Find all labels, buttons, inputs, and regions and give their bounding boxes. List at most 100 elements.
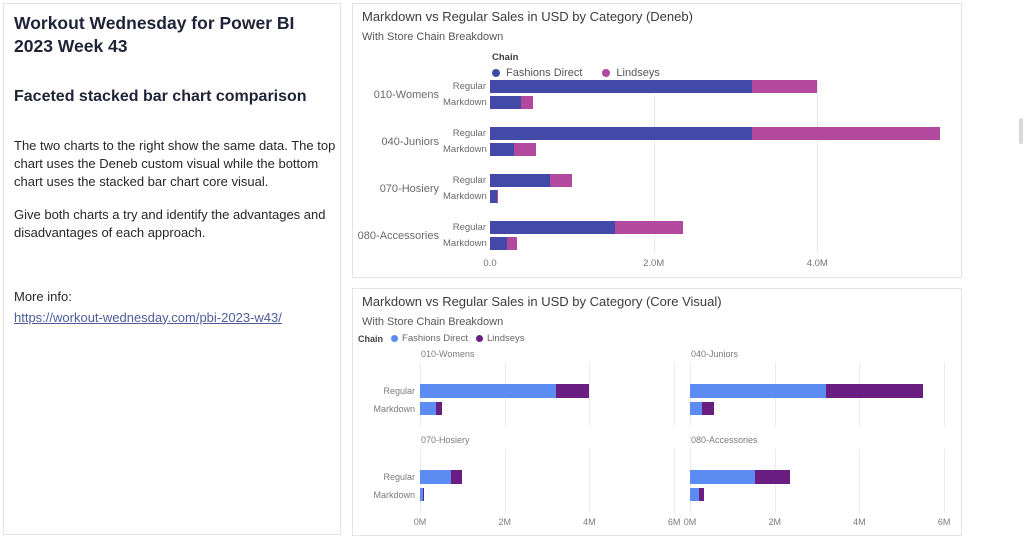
bar-segment[interactable] — [490, 127, 752, 140]
bar-type-label: Regular — [452, 128, 486, 139]
bar-segment[interactable] — [490, 237, 508, 250]
plot-area: 010-Womens Regular Markdown 040-Juniors Regu… — [353, 80, 958, 273]
category-label: 010-Womens — [373, 88, 439, 101]
axis-tick-label: 2.0M — [643, 258, 665, 269]
bar-segment[interactable] — [751, 80, 818, 93]
bar-segment[interactable] — [450, 470, 463, 484]
bar-row: Regular — [443, 174, 958, 187]
category-label: 040-Juniors — [381, 135, 439, 148]
bar-segment[interactable] — [490, 190, 497, 203]
legend-item[interactable]: Lindseys — [476, 333, 525, 344]
bar-segment[interactable] — [490, 96, 522, 109]
bar-segment[interactable] — [490, 80, 752, 93]
facet: 070-Hosiery — [420, 435, 686, 515]
bar-type-label: Regular — [452, 222, 486, 233]
legend-label: Lindseys — [616, 67, 660, 79]
axis-tick-label: 0.0 — [483, 258, 497, 269]
bar-segment[interactable] — [549, 174, 572, 187]
bar-segment[interactable] — [420, 384, 556, 398]
facet-title: 010-Womens — [421, 349, 475, 359]
bar-segment[interactable] — [698, 488, 704, 501]
bar-segment[interactable] — [751, 127, 940, 140]
bar-segment[interactable] — [490, 221, 616, 234]
bar-row — [690, 402, 714, 415]
x-axis: 0.0 2.0M 4.0M — [483, 258, 958, 272]
bar-segment[interactable] — [690, 402, 703, 415]
category-group: 010-Womens Regular Markdown — [353, 80, 958, 109]
bar-track — [490, 221, 958, 234]
bar-type-label: Regular — [452, 81, 486, 92]
bar-track — [490, 127, 958, 140]
x-axis: 0M 2M 4M 6M — [684, 517, 956, 529]
facet: 080-Accessories — [690, 435, 956, 515]
category-label: 070-Hosiery — [379, 182, 439, 195]
bar-type-label: Regular — [452, 175, 486, 186]
bar-segment[interactable] — [521, 96, 534, 109]
text-panel: Workout Wednesday for Power BI 2023 Week… — [3, 3, 341, 535]
bar-track — [490, 190, 958, 203]
axis-tick-label: 4M — [583, 517, 596, 527]
bar-segment[interactable] — [615, 221, 684, 234]
bar-row — [420, 384, 590, 398]
category-bar-rows: Regular Markdown — [443, 221, 958, 250]
bar-row: Markdown — [443, 237, 958, 250]
axis-tick-label: 4M — [853, 517, 866, 527]
bar-row — [690, 470, 790, 484]
axis-tick-label: 2M — [768, 517, 781, 527]
axis-tick-label: 2M — [498, 517, 511, 527]
bar-type-label: Regular — [383, 386, 415, 396]
bar-segment[interactable] — [690, 488, 699, 501]
legend-title: Chain — [358, 333, 384, 344]
bar-row: Markdown — [443, 190, 958, 203]
bar-segment[interactable] — [690, 470, 755, 484]
bar-segment[interactable] — [490, 174, 550, 187]
category-group: 040-Juniors Regular Markdown — [353, 127, 958, 156]
bar-segment[interactable] — [690, 384, 826, 398]
bar-type-label: Markdown — [373, 490, 415, 500]
bar-row — [690, 488, 704, 501]
core-visual-container: Markdown vs Regular Sales in USD by Cate… — [352, 288, 962, 536]
category-bar-rows: Regular Markdown — [443, 80, 958, 109]
gridline — [944, 363, 946, 427]
bar-track — [490, 80, 958, 93]
gridline — [589, 363, 591, 427]
legend-label: Fashions Direct — [506, 67, 583, 79]
bar-segment[interactable] — [496, 190, 498, 203]
bar-segment[interactable] — [420, 470, 451, 484]
bar-segment[interactable] — [825, 384, 923, 398]
category-label: 080-Accessories — [357, 229, 439, 242]
bar-segment[interactable] — [513, 143, 536, 156]
bar-segment[interactable] — [702, 402, 714, 415]
more-info-link[interactable]: https://workout-wednesday.com/pbi-2023-w… — [14, 309, 282, 325]
bar-segment[interactable] — [436, 402, 443, 415]
legend-item[interactable]: Lindseys — [602, 67, 660, 79]
bar-segment[interactable] — [507, 237, 517, 250]
bar-row — [690, 384, 923, 398]
bar-segment[interactable] — [555, 384, 590, 398]
gridline — [589, 449, 591, 513]
gridline — [674, 363, 676, 427]
bar-segment[interactable] — [420, 488, 424, 501]
chart-title: Markdown vs Regular Sales in USD by Cate… — [362, 9, 693, 24]
gridline — [653, 80, 655, 253]
gridline — [817, 80, 819, 253]
description-paragraph-2: Give both charts a try and identify the … — [14, 207, 326, 241]
legend-dot — [391, 335, 399, 342]
deneb-visual-container: Markdown vs Regular Sales in USD by Cate… — [352, 3, 962, 278]
legend-item[interactable]: Fashions Direct — [492, 67, 582, 79]
legend-dot — [492, 69, 500, 77]
bar-segment[interactable] — [420, 402, 437, 415]
bar-type-label: Markdown — [373, 404, 415, 414]
category-group: 080-Accessories Regular Markdown — [353, 221, 958, 250]
facet: 010-Womens — [420, 349, 686, 429]
legend-item[interactable]: Fashions Direct — [391, 333, 468, 344]
bar-row — [420, 470, 463, 484]
bar-segment[interactable] — [490, 143, 514, 156]
category-bar-rows: Regular Markdown — [443, 127, 958, 156]
axis-tick-label: 6M — [667, 517, 681, 527]
legend-label: Fashions Direct — [402, 333, 469, 344]
bar-segment[interactable] — [754, 470, 790, 484]
chart-subtitle: With Store Chain Breakdown — [362, 316, 504, 328]
scrollbar-thumb[interactable] — [1019, 118, 1023, 144]
facet-title: 080-Accessories — [691, 435, 758, 445]
